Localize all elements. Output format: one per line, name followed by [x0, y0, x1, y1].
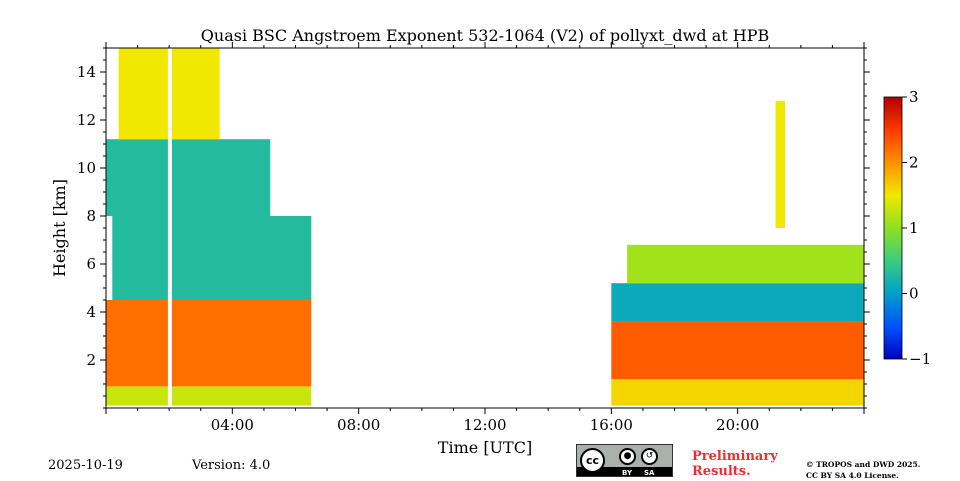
preliminary-notice: Preliminary Results.	[692, 449, 778, 479]
share-alike-icon: ↺	[641, 448, 658, 465]
copyright-notice: © TROPOS and DWD 2025. CC BY SA 4.0 Lice…	[806, 459, 920, 481]
copyright-line-2: CC BY SA 4.0 License.	[806, 471, 899, 480]
preliminary-line-2: Results.	[692, 464, 751, 479]
colorbar-tick-label: 1	[909, 219, 919, 237]
heatmap-region	[627, 244, 864, 284]
sa-label: SA	[644, 469, 655, 477]
data-gap	[167, 48, 172, 408]
colorbar-ticks: −1 0 1 2 3	[902, 88, 931, 368]
x-tick-label: 04:00	[211, 416, 254, 434]
x-tick-label: 16:00	[590, 416, 633, 434]
chart-title: Quasi BSC Angstroem Exponent 532-1064 (V…	[201, 26, 769, 45]
heatmap-region	[775, 100, 786, 228]
heatmap-region	[106, 300, 312, 387]
colorbar-tick-label: 0	[909, 285, 919, 303]
y-axis-ticks: 2 4 6 8 10 12 14	[77, 47, 870, 409]
y-tick-label: 10	[77, 159, 96, 177]
heatmap-region	[611, 283, 864, 322]
x-axis-ticks: 04:00 08:00 12:00 16:00 20:00	[105, 42, 865, 434]
preliminary-line-1: Preliminary	[692, 449, 778, 464]
y-tick-label: 8	[86, 207, 96, 225]
y-axis-label: Height [km]	[50, 179, 69, 277]
heatmap-region	[611, 379, 864, 406]
x-tick-label: 12:00	[463, 416, 506, 434]
heatmap-region	[106, 386, 312, 406]
heatmap-region	[112, 216, 312, 300]
colorbar-tick-label: 3	[909, 88, 919, 106]
x-tick-label: 08:00	[337, 416, 380, 434]
by-label: BY	[622, 469, 633, 477]
version-label: Version: 4.0	[192, 458, 271, 473]
y-tick-label: 4	[86, 303, 96, 321]
cc-license-badge: cc ● ↺ BY SA	[576, 444, 673, 477]
heatmap-cells	[106, 48, 864, 408]
colorbar-tick-label: −1	[909, 350, 931, 368]
x-tick-label: 20:00	[716, 416, 759, 434]
date-label: 2025-10-19	[48, 458, 123, 473]
cc-icon: cc	[580, 448, 605, 473]
colorbar	[883, 96, 903, 360]
badge-bar	[577, 467, 672, 476]
colorbar-tick-label: 2	[909, 154, 919, 172]
x-axis-label: Time [UTC]	[438, 438, 532, 457]
copyright-line-1: © TROPOS and DWD 2025.	[806, 460, 921, 469]
y-tick-label: 14	[77, 63, 96, 81]
heatmap-region	[611, 321, 864, 380]
heatmap-region	[106, 139, 271, 216]
y-tick-label: 12	[77, 111, 96, 129]
y-tick-label: 2	[86, 351, 96, 369]
attribution-icon: ●	[619, 448, 636, 465]
y-tick-label: 6	[86, 255, 96, 273]
